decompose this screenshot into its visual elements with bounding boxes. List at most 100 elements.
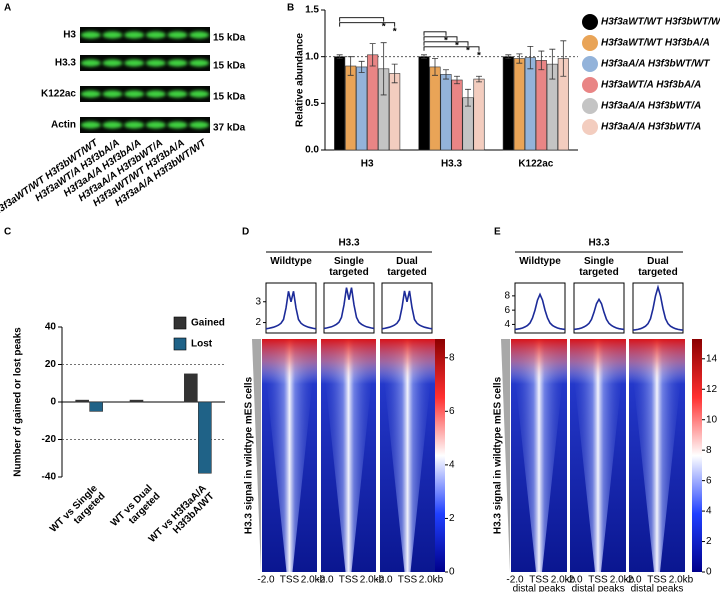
profile-line	[632, 284, 684, 331]
significance-label: *	[477, 50, 481, 61]
blot-band	[167, 31, 188, 39]
x-tick-label: H3	[361, 159, 374, 170]
legend-swatch	[582, 56, 598, 72]
y-tick-label: 0	[50, 397, 56, 408]
error-bar	[347, 56, 354, 76]
error-bar	[336, 54, 343, 59]
column-label: Single targeted	[329, 256, 369, 278]
colorbar-tick-label: 8	[449, 352, 455, 363]
blot-size-label: 15 kDa	[213, 92, 246, 103]
x-tick-label: -2.0	[375, 575, 393, 586]
error-bar	[380, 42, 387, 96]
legend-label: Gained	[191, 318, 225, 329]
blot-band	[124, 31, 145, 39]
blot-size-label: 15 kDa	[213, 33, 246, 44]
x-caption: distal peaks	[513, 584, 566, 592]
column-label: Dual targeted	[638, 256, 678, 278]
y-tick-label: 2	[255, 317, 261, 328]
bar	[429, 66, 441, 151]
colorbar	[692, 339, 702, 572]
profile-box	[381, 282, 433, 334]
blot-strip	[80, 27, 210, 43]
blot-strip	[80, 117, 210, 133]
blot-band	[80, 31, 101, 39]
error-bar	[443, 69, 449, 80]
legend-label: Lost	[191, 339, 213, 350]
significance-label: *	[393, 26, 397, 37]
colorbar-tick-label: 4	[706, 506, 712, 517]
profile-line	[265, 291, 317, 330]
bar	[367, 54, 379, 151]
y-tick-label: 8	[504, 290, 510, 301]
heatmap-top	[380, 339, 435, 384]
colorbar-tick-label: 6	[449, 406, 455, 417]
profile-box	[632, 282, 684, 334]
colorbar-tick-label: 0	[706, 567, 712, 578]
blot-band	[145, 90, 166, 98]
sort-indicator	[501, 339, 510, 572]
blot-band	[189, 90, 210, 98]
x-tick-label: -2.0	[316, 575, 334, 586]
panel-label: A	[4, 3, 11, 14]
legend-swatch	[582, 98, 598, 114]
blot-band	[145, 31, 166, 39]
blot-strip	[80, 55, 210, 71]
bar	[418, 56, 430, 151]
x-tick-label: 2.0kb	[610, 575, 635, 586]
significance-label: *	[444, 35, 448, 46]
error-bar	[560, 40, 567, 77]
blot-size-label: 37 kDa	[213, 123, 246, 134]
bar	[473, 78, 485, 151]
bar	[451, 79, 463, 151]
y-axis-label: Relative abundance	[295, 33, 306, 127]
y-axis-label: H3.3 signal in wildtype mES cells	[244, 376, 255, 534]
bar	[75, 399, 89, 403]
error-bar	[527, 46, 534, 70]
blot-band	[102, 121, 123, 129]
error-bar	[421, 54, 427, 59]
x-tick-label: H3.3	[441, 159, 463, 170]
bar	[89, 401, 103, 412]
bar	[513, 58, 525, 151]
column-label: Dual targeted	[387, 256, 427, 278]
y-tick-label: -40	[42, 472, 57, 483]
column-label: Wildtype	[270, 256, 312, 267]
x-tick-label: TSS	[398, 575, 418, 586]
blot-row-label: H3.3	[55, 58, 77, 69]
colorbar-tick-label: 4	[449, 460, 455, 471]
blot-band	[167, 90, 188, 98]
error-bar	[454, 75, 460, 85]
y-tick-label: 20	[45, 359, 57, 370]
y-tick-label: 1.0	[305, 51, 319, 62]
colorbar-tick-label: 8	[706, 445, 712, 456]
x-tick-label: 2.0kb	[360, 575, 385, 586]
blot-band	[145, 59, 166, 67]
x-tick-label: 2.0kb	[669, 575, 694, 586]
significance-label: *	[466, 45, 470, 56]
blot-band	[80, 59, 101, 67]
legend-label: H3f3aA/A H3f3bWT/WT	[601, 59, 710, 70]
colorbar-tick-label: 2	[449, 513, 455, 524]
significance-bracket	[423, 41, 469, 46]
blot-row-label: Actin	[51, 120, 76, 131]
blot-row-label: H3	[63, 30, 76, 41]
legend-label: H3f3aA/A H3f3bWT/A	[601, 122, 701, 133]
y-tick-label: 0.5	[305, 98, 319, 109]
blot-size-label: 15 kDa	[213, 61, 246, 72]
legend-swatch	[582, 35, 598, 51]
blot-band	[189, 121, 210, 129]
error-bar	[516, 53, 523, 64]
bar	[345, 65, 357, 151]
x-tick-label: TSS	[529, 575, 549, 586]
colorbar	[435, 339, 445, 572]
y-axis-label: H3.3 signal in wildtype mES cells	[493, 376, 504, 534]
blot-band	[124, 90, 145, 98]
panel-label: C	[4, 227, 11, 238]
sort-indicator	[252, 339, 261, 572]
bar	[184, 373, 198, 403]
bar	[389, 73, 401, 151]
x-caption: distal peaks	[572, 584, 625, 592]
error-bar	[358, 60, 365, 73]
